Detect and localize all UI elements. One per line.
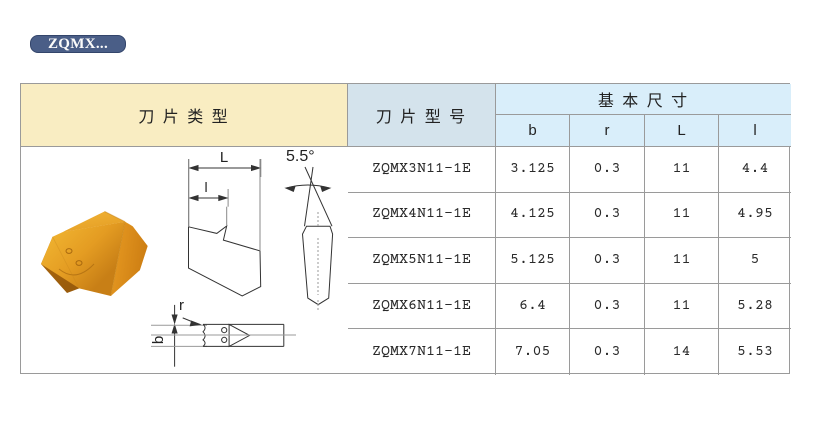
svg-text:l: l — [204, 179, 207, 195]
svg-text:b: b — [150, 336, 167, 344]
svg-text:L: L — [220, 149, 228, 166]
svg-text:r: r — [179, 297, 184, 314]
svg-text:5.5°: 5.5° — [286, 148, 315, 165]
